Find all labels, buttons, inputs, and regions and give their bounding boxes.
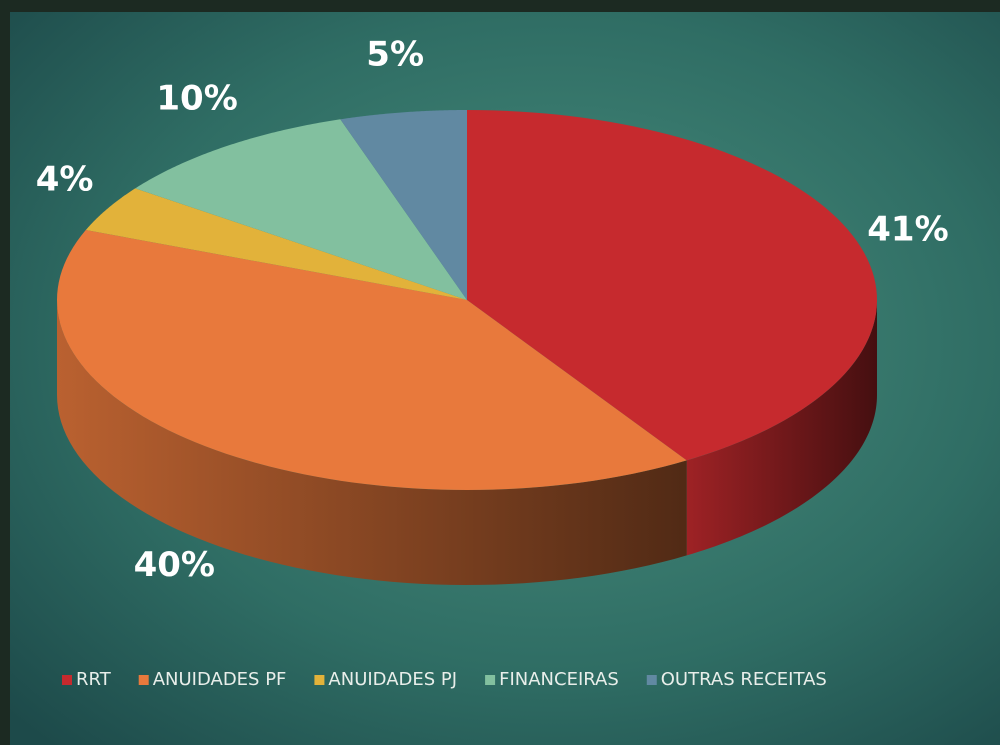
data-label: 5% bbox=[366, 35, 424, 75]
legend-swatch bbox=[646, 675, 657, 685]
legend-swatch bbox=[485, 675, 496, 685]
legend-label: ANUIDADES PJ bbox=[328, 669, 457, 690]
legend-swatch bbox=[62, 675, 72, 685]
slice-side bbox=[57, 300, 687, 585]
slice bbox=[57, 230, 687, 490]
data-label: 40% bbox=[134, 545, 215, 585]
legend-label: OUTRAS RECEITAS bbox=[661, 669, 827, 690]
slice-side bbox=[686, 300, 877, 556]
data-label: 4% bbox=[36, 160, 94, 200]
slice bbox=[85, 188, 468, 300]
slice bbox=[467, 110, 877, 461]
slice bbox=[135, 119, 467, 301]
pie-sides bbox=[57, 300, 877, 585]
legend-label: ANUIDADES PF bbox=[153, 669, 287, 690]
data-label: 41% bbox=[867, 210, 948, 250]
legend-swatch bbox=[138, 675, 149, 685]
pie-tops bbox=[57, 110, 877, 490]
legend: RRT ANUIDADES PF ANUIDADES PJ FINANCEIRAS OU… bbox=[62, 669, 827, 690]
legend-label: FINANCEIRAS bbox=[499, 669, 619, 690]
legend-swatch bbox=[314, 675, 325, 685]
slice bbox=[340, 110, 467, 300]
legend-label: RRT bbox=[76, 669, 112, 690]
pie-labels: 41% 40% 4% 10% 5% bbox=[36, 35, 949, 585]
data-label: 10% bbox=[156, 79, 237, 119]
